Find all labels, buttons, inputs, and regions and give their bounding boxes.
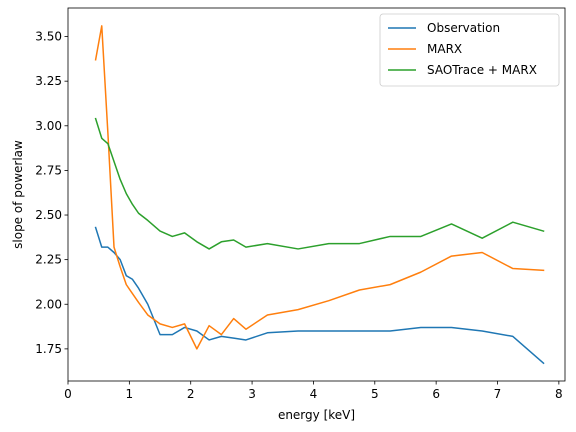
y-tick-label: 3.25 bbox=[35, 74, 62, 88]
legend-label-1: Observation bbox=[427, 21, 500, 35]
x-tick-label: 2 bbox=[187, 387, 195, 401]
y-tick-label: 2.75 bbox=[35, 163, 62, 177]
x-tick-label: 5 bbox=[371, 387, 379, 401]
y-axis-title: slope of powerlaw bbox=[11, 140, 25, 249]
x-tick-label: 7 bbox=[494, 387, 502, 401]
y-tick-label: 2.25 bbox=[35, 253, 62, 267]
series-line-2 bbox=[94, 25, 545, 350]
x-axis-label: energy [keV] bbox=[278, 408, 355, 422]
y-tick-label: 2.50 bbox=[35, 208, 62, 222]
x-tick-label: 6 bbox=[432, 387, 440, 401]
legend: Observation MARX SAOTrace + MARX bbox=[379, 13, 560, 87]
series-line-1 bbox=[94, 226, 545, 365]
x-tick-label: 0 bbox=[64, 387, 72, 401]
legend-label-2: MARX bbox=[427, 42, 462, 56]
plot-area-frame bbox=[67, 7, 566, 382]
y-tick-label: 3.50 bbox=[35, 30, 62, 44]
x-tick-label: 4 bbox=[310, 387, 318, 401]
x-tick-label: 8 bbox=[555, 387, 563, 401]
legend-label-3: SAOTrace + MARX bbox=[427, 63, 537, 77]
x-tick-label: 1 bbox=[126, 387, 134, 401]
legend-box bbox=[379, 13, 560, 87]
y-tick-label: 2.00 bbox=[35, 297, 62, 311]
y-tick-label: 3.00 bbox=[35, 119, 62, 133]
y-tick-label: 1.75 bbox=[35, 342, 62, 356]
series-line-3 bbox=[94, 117, 545, 250]
x-tick-label: 3 bbox=[248, 387, 256, 401]
series-lines bbox=[94, 25, 545, 365]
axis-ticks: 0 1 2 3 4 5 6 7 8 1.75 2.00 2.25 2.50 2.75 3.00 3.25 3.5… bbox=[35, 30, 562, 401]
y-axis-label: slope of powerlaw bbox=[11, 140, 25, 249]
